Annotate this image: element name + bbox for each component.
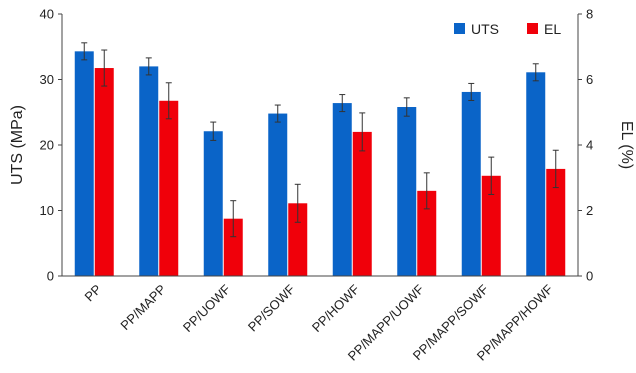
error-bar (359, 112, 366, 152)
bar-el (223, 218, 243, 276)
bar-el (159, 100, 179, 276)
error-bar (403, 97, 410, 117)
bar-el (288, 203, 308, 276)
bars-layer (74, 51, 566, 277)
bar-uts (74, 51, 94, 277)
error-bar (552, 149, 559, 189)
error-bar (488, 156, 495, 195)
x-tick-label: PP/HOWF (309, 281, 363, 335)
error-bar (230, 200, 237, 238)
y-tick-label: 10 (40, 203, 54, 218)
bar-el (94, 68, 114, 276)
y2-axis-title: EL (%) (618, 121, 635, 169)
error-bar (468, 82, 475, 101)
bar-el (417, 190, 437, 276)
y-tick-label: 30 (40, 72, 54, 87)
bar-uts (203, 131, 223, 276)
legend-label-el: EL (544, 21, 561, 37)
error-bar (101, 49, 108, 87)
bar-el (546, 168, 566, 276)
y2-tick-label: 8 (586, 7, 593, 22)
bar-uts (461, 91, 481, 276)
x-tick-label: PP/MAPP (117, 282, 168, 333)
x-tick-label: PP/SOWF (245, 281, 298, 334)
axes-layer: 0 10 20 30 40 0 2 4 6 8 PP PP/MAPP PP/UOWF PP/SOWF PP/… (40, 7, 594, 364)
bar-el (481, 175, 501, 276)
legend-swatch-uts (454, 23, 465, 34)
error-bar (165, 82, 172, 120)
y-tick-label: 20 (40, 138, 54, 153)
bar-uts (397, 107, 417, 276)
bar-uts (139, 66, 159, 277)
legend-swatch-el (527, 23, 538, 34)
error-bar (423, 172, 430, 210)
error-bar (145, 57, 152, 76)
bar-uts (332, 103, 352, 276)
y2-tick-label: 4 (586, 138, 593, 153)
x-tick-label: PP/UOWF (180, 281, 234, 335)
bar-uts (526, 72, 546, 276)
y-tick-label: 40 (40, 7, 54, 22)
y-axis-title: UTS (MPa) (9, 105, 26, 185)
error-bar (294, 183, 301, 223)
y-tick-label: 0 (47, 269, 54, 284)
y2-tick-label: 0 (586, 269, 593, 284)
y2-tick-label: 6 (586, 72, 593, 87)
legend: UTS EL (454, 21, 561, 37)
bar-el (352, 131, 372, 276)
error-bar (274, 104, 281, 123)
legend-label-uts: UTS (471, 21, 499, 37)
y2-tick-label: 2 (586, 203, 593, 218)
x-tick-label: PP (82, 282, 105, 305)
bar-uts (268, 113, 288, 276)
error-bar (532, 63, 539, 82)
error-bar (339, 94, 346, 113)
error-bar (210, 121, 217, 141)
error-bar (81, 42, 88, 61)
error-bars-layer (81, 42, 559, 238)
